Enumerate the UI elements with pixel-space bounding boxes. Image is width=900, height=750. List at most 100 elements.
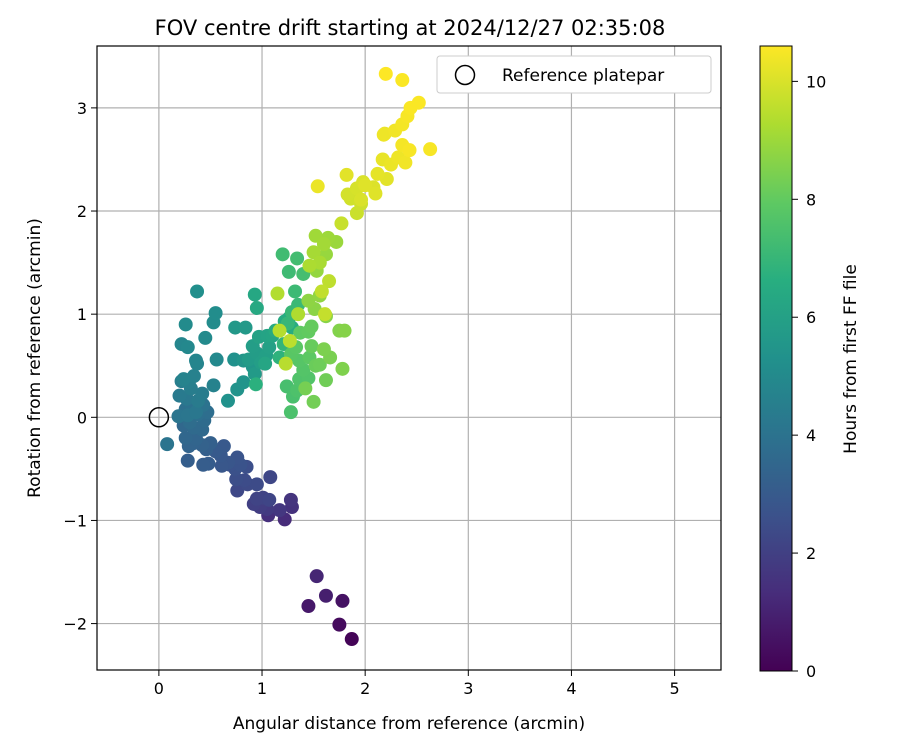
data-point <box>318 373 333 388</box>
data-point <box>288 284 303 299</box>
x-tick-label: 5 <box>669 679 679 698</box>
colorbar-label: Hours from first FF file <box>841 264 861 454</box>
data-point <box>302 258 317 273</box>
data-point <box>395 73 410 88</box>
data-point <box>189 405 204 420</box>
data-point <box>314 284 329 299</box>
data-point <box>249 477 264 492</box>
data-point <box>306 245 321 260</box>
data-point <box>358 178 373 193</box>
data-point <box>368 186 383 201</box>
x-tick-label: 0 <box>154 679 164 698</box>
colorbar-tick-label: 10 <box>806 72 826 91</box>
data-point <box>262 492 277 507</box>
y-tick-label: −1 <box>63 511 87 530</box>
colorbar-tick-label: 8 <box>806 190 816 209</box>
legend-marker <box>454 64 476 86</box>
x-axis-label: Angular distance from reference (arcmin) <box>233 714 585 734</box>
y-tick-label: 1 <box>77 305 87 324</box>
data-point <box>249 491 264 506</box>
grid <box>97 46 721 670</box>
data-point <box>334 216 349 231</box>
data-point <box>339 167 354 182</box>
data-point <box>214 458 229 473</box>
data-point <box>316 342 331 357</box>
data-point <box>304 319 319 334</box>
data-point <box>258 356 273 371</box>
data-point <box>248 377 263 392</box>
y-axis-label: Rotation from reference (arcmin) <box>25 218 45 498</box>
data-point <box>230 483 245 498</box>
colorbar-tick-label: 2 <box>806 544 816 563</box>
x-tick-label: 2 <box>360 679 370 698</box>
data-point <box>190 284 205 299</box>
data-point <box>238 320 253 335</box>
x-tick-label: 1 <box>257 679 267 698</box>
data-point <box>335 361 350 376</box>
data-point <box>282 333 297 348</box>
data-point <box>310 179 325 194</box>
data-point <box>180 340 195 355</box>
data-point <box>322 274 337 289</box>
colorbar-tick-label: 6 <box>806 308 816 327</box>
data-point <box>290 251 305 266</box>
data-point <box>378 66 393 81</box>
colorbar-gradient <box>759 45 793 672</box>
y-tick-label: −2 <box>63 615 87 634</box>
data-point <box>337 323 352 338</box>
chart-title: FOV centre drift starting at 2024/12/27 … <box>155 16 666 40</box>
data-point <box>208 306 223 321</box>
legend-label: Reference platepar <box>502 66 664 86</box>
reference-marker <box>148 407 170 428</box>
y-tick-label: 2 <box>77 202 87 221</box>
data-point <box>312 357 327 372</box>
data-point <box>301 599 316 614</box>
colorbar-tick-label: 4 <box>806 426 816 445</box>
data-point <box>178 430 193 445</box>
data-point <box>411 95 426 110</box>
data-point <box>376 127 391 142</box>
data-point <box>189 353 204 368</box>
data-point <box>198 330 213 345</box>
data-point <box>236 375 251 390</box>
data-point <box>370 166 385 181</box>
y-tick-label: 3 <box>77 99 87 118</box>
data-point <box>344 632 359 647</box>
data-point <box>335 593 350 608</box>
legend-box <box>436 55 712 94</box>
data-point <box>206 378 221 393</box>
data-point <box>298 381 313 396</box>
data-point <box>228 320 243 335</box>
axis-ticks: 0 1 2 3 4 5 −2 −1 0 1 2 3 <box>63 99 679 698</box>
data-point <box>318 588 333 603</box>
data-point <box>332 617 347 632</box>
x-tick-label: 4 <box>566 679 576 698</box>
data-point <box>209 352 224 367</box>
data-point <box>249 300 264 315</box>
data-points <box>160 66 438 647</box>
colorbar-ticks: 0 2 4 6 8 10 <box>792 72 826 681</box>
data-point <box>172 388 187 403</box>
data-point <box>180 453 195 468</box>
data-point <box>220 393 235 408</box>
data-point <box>160 437 175 452</box>
data-point <box>196 457 211 472</box>
data-point <box>247 366 262 381</box>
plot-frame <box>96 45 722 671</box>
data-point <box>291 307 306 322</box>
data-point <box>423 142 438 157</box>
data-point <box>283 405 298 420</box>
data-point <box>301 293 316 308</box>
data-point <box>309 569 324 584</box>
data-point <box>275 247 290 262</box>
data-point <box>398 155 413 170</box>
data-point <box>229 472 244 487</box>
data-point <box>354 192 369 207</box>
legend: Reference platepar <box>436 55 712 94</box>
data-point <box>281 264 296 279</box>
data-point <box>316 237 331 252</box>
colorbar-tick-label: 0 <box>806 662 816 681</box>
data-point <box>306 394 321 409</box>
data-point <box>283 492 298 507</box>
data-point <box>402 143 417 158</box>
